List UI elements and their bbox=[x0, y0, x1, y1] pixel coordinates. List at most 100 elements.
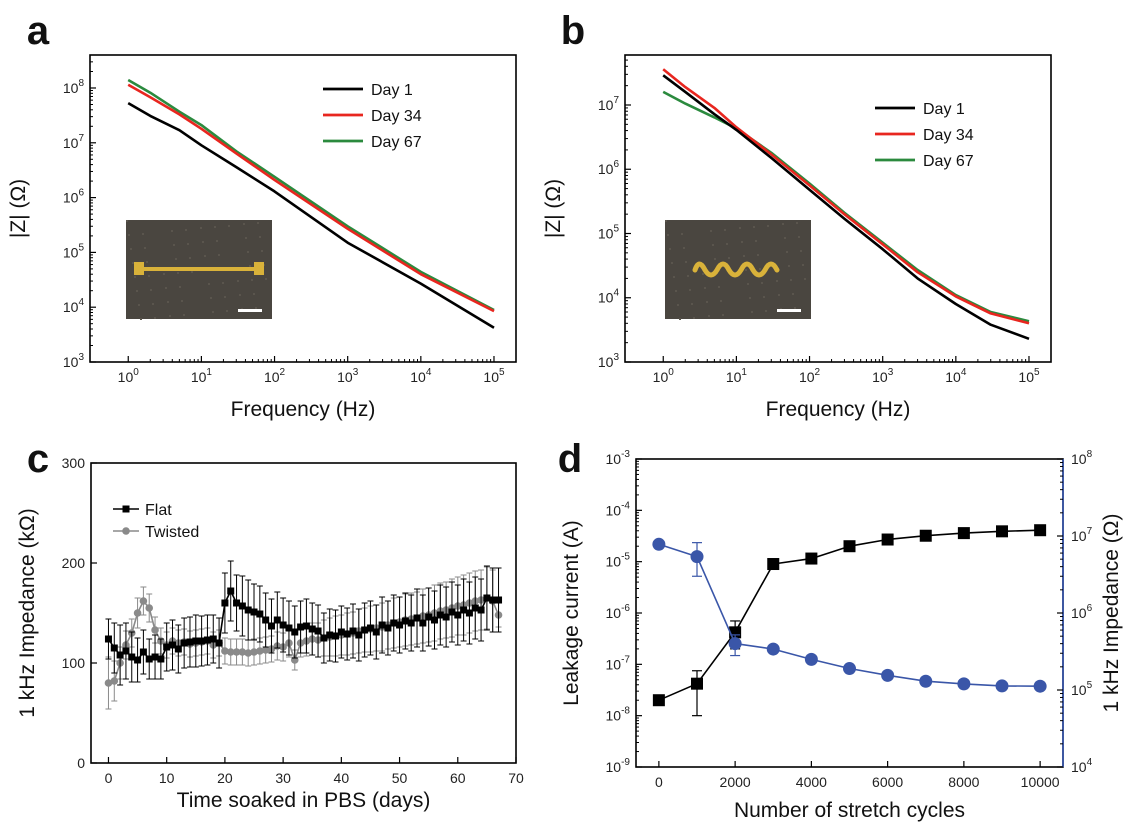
inset-texture bbox=[685, 261, 687, 263]
data-point bbox=[198, 637, 206, 645]
x-tick-label: 8000 bbox=[948, 774, 979, 790]
data-point bbox=[110, 644, 118, 652]
y-tick-label: 100 bbox=[62, 655, 86, 671]
inset-texture bbox=[142, 233, 144, 235]
inset-photo-bg bbox=[665, 220, 811, 319]
data-point bbox=[690, 550, 704, 564]
data-point bbox=[203, 636, 211, 644]
data-point bbox=[104, 635, 112, 643]
data-point bbox=[767, 558, 780, 571]
series-line bbox=[662, 74, 1030, 341]
inset-texture bbox=[687, 275, 689, 277]
inset-texture bbox=[265, 278, 267, 280]
data-point bbox=[233, 599, 241, 607]
legend-marker bbox=[122, 527, 130, 535]
inset-texture bbox=[253, 293, 255, 295]
panel-b: b 100 101 102 103 104 105 103 104 105 106 107 Freque… bbox=[542, 9, 1052, 421]
data-point bbox=[401, 617, 409, 625]
data-point bbox=[291, 628, 299, 636]
plot-frame bbox=[89, 54, 517, 363]
inset-texture bbox=[189, 257, 191, 259]
inset-texture bbox=[214, 226, 216, 228]
y-tick-label: 103 bbox=[63, 352, 85, 370]
legend-label: Day 67 bbox=[923, 153, 974, 170]
y-tick-label: 0 bbox=[77, 755, 85, 771]
data-point bbox=[430, 616, 438, 624]
data-point bbox=[308, 625, 316, 633]
inset-texture bbox=[675, 290, 677, 292]
inset-texture bbox=[786, 251, 788, 253]
data-point bbox=[343, 630, 351, 638]
inset-texture bbox=[202, 241, 204, 243]
data-point bbox=[957, 677, 971, 691]
data-point bbox=[244, 649, 252, 657]
inset-texture bbox=[681, 233, 683, 235]
inset-texture bbox=[167, 301, 169, 303]
inset-pad bbox=[134, 262, 144, 275]
y-tick-label: 103 bbox=[598, 352, 620, 370]
inset-texture bbox=[140, 318, 142, 320]
inset-scale-bar bbox=[777, 309, 801, 312]
data-point bbox=[238, 648, 247, 656]
x-tick-label: 100 bbox=[118, 367, 140, 385]
inset-pad bbox=[254, 262, 264, 275]
data-point bbox=[337, 628, 345, 636]
y2-tick-label: 106 bbox=[1071, 603, 1093, 621]
inset-texture bbox=[726, 243, 728, 245]
data-point bbox=[221, 599, 229, 607]
inset-texture bbox=[175, 258, 177, 260]
data-point bbox=[116, 651, 124, 659]
data-point bbox=[145, 604, 154, 612]
data-point bbox=[232, 648, 241, 656]
data-point bbox=[766, 642, 780, 656]
y2-tick-label: 104 bbox=[1071, 757, 1093, 775]
inset-texture bbox=[710, 230, 712, 232]
data-point bbox=[366, 624, 374, 632]
data-point bbox=[454, 611, 462, 619]
data-point bbox=[843, 662, 856, 676]
series-line bbox=[662, 68, 1030, 325]
data-point bbox=[128, 653, 136, 661]
data-point bbox=[122, 647, 130, 655]
data-point bbox=[957, 527, 970, 540]
data-point bbox=[215, 639, 223, 647]
data-point bbox=[192, 637, 200, 645]
y-tick-label: 10-8 bbox=[606, 706, 631, 724]
inset-texture bbox=[148, 275, 150, 277]
y-tick-label: 106 bbox=[63, 188, 85, 206]
data-point bbox=[169, 641, 177, 649]
x-tick-label: 104 bbox=[410, 367, 432, 385]
plot-frame bbox=[90, 462, 517, 764]
inset-texture bbox=[683, 247, 685, 249]
data-point bbox=[104, 679, 113, 687]
data-point bbox=[163, 643, 171, 651]
inset-texture bbox=[759, 268, 761, 270]
x-axis-label: Number of stretch cycles bbox=[734, 799, 965, 822]
data-point bbox=[134, 656, 142, 664]
inset-texture bbox=[720, 300, 722, 302]
inset-texture bbox=[138, 304, 140, 306]
data-point bbox=[448, 608, 456, 616]
data-point bbox=[221, 647, 229, 655]
y-axis-label: Leakage current (A) bbox=[560, 520, 583, 706]
data-point bbox=[436, 611, 444, 619]
data-point bbox=[326, 631, 334, 639]
y-axis-label: |Z| (Ω) bbox=[7, 179, 30, 238]
x-tick-label: 100 bbox=[653, 367, 675, 385]
inset-texture bbox=[259, 236, 261, 238]
data-point bbox=[378, 621, 386, 629]
data-point bbox=[919, 674, 933, 688]
data-point bbox=[384, 624, 392, 632]
data-point bbox=[489, 596, 497, 604]
y2-axis-label: 1 kHz Impedance (Ω) bbox=[1100, 514, 1123, 713]
data-point bbox=[355, 631, 363, 639]
inset-electrode bbox=[692, 261, 780, 278]
inset-texture bbox=[249, 265, 251, 267]
data-point bbox=[256, 610, 264, 618]
x-axis-label: Frequency (Hz) bbox=[766, 398, 911, 421]
data-point bbox=[332, 632, 340, 640]
legend-label: Flat bbox=[145, 502, 172, 519]
inset-texture bbox=[804, 278, 806, 280]
y-tick-label: 107 bbox=[63, 133, 85, 151]
